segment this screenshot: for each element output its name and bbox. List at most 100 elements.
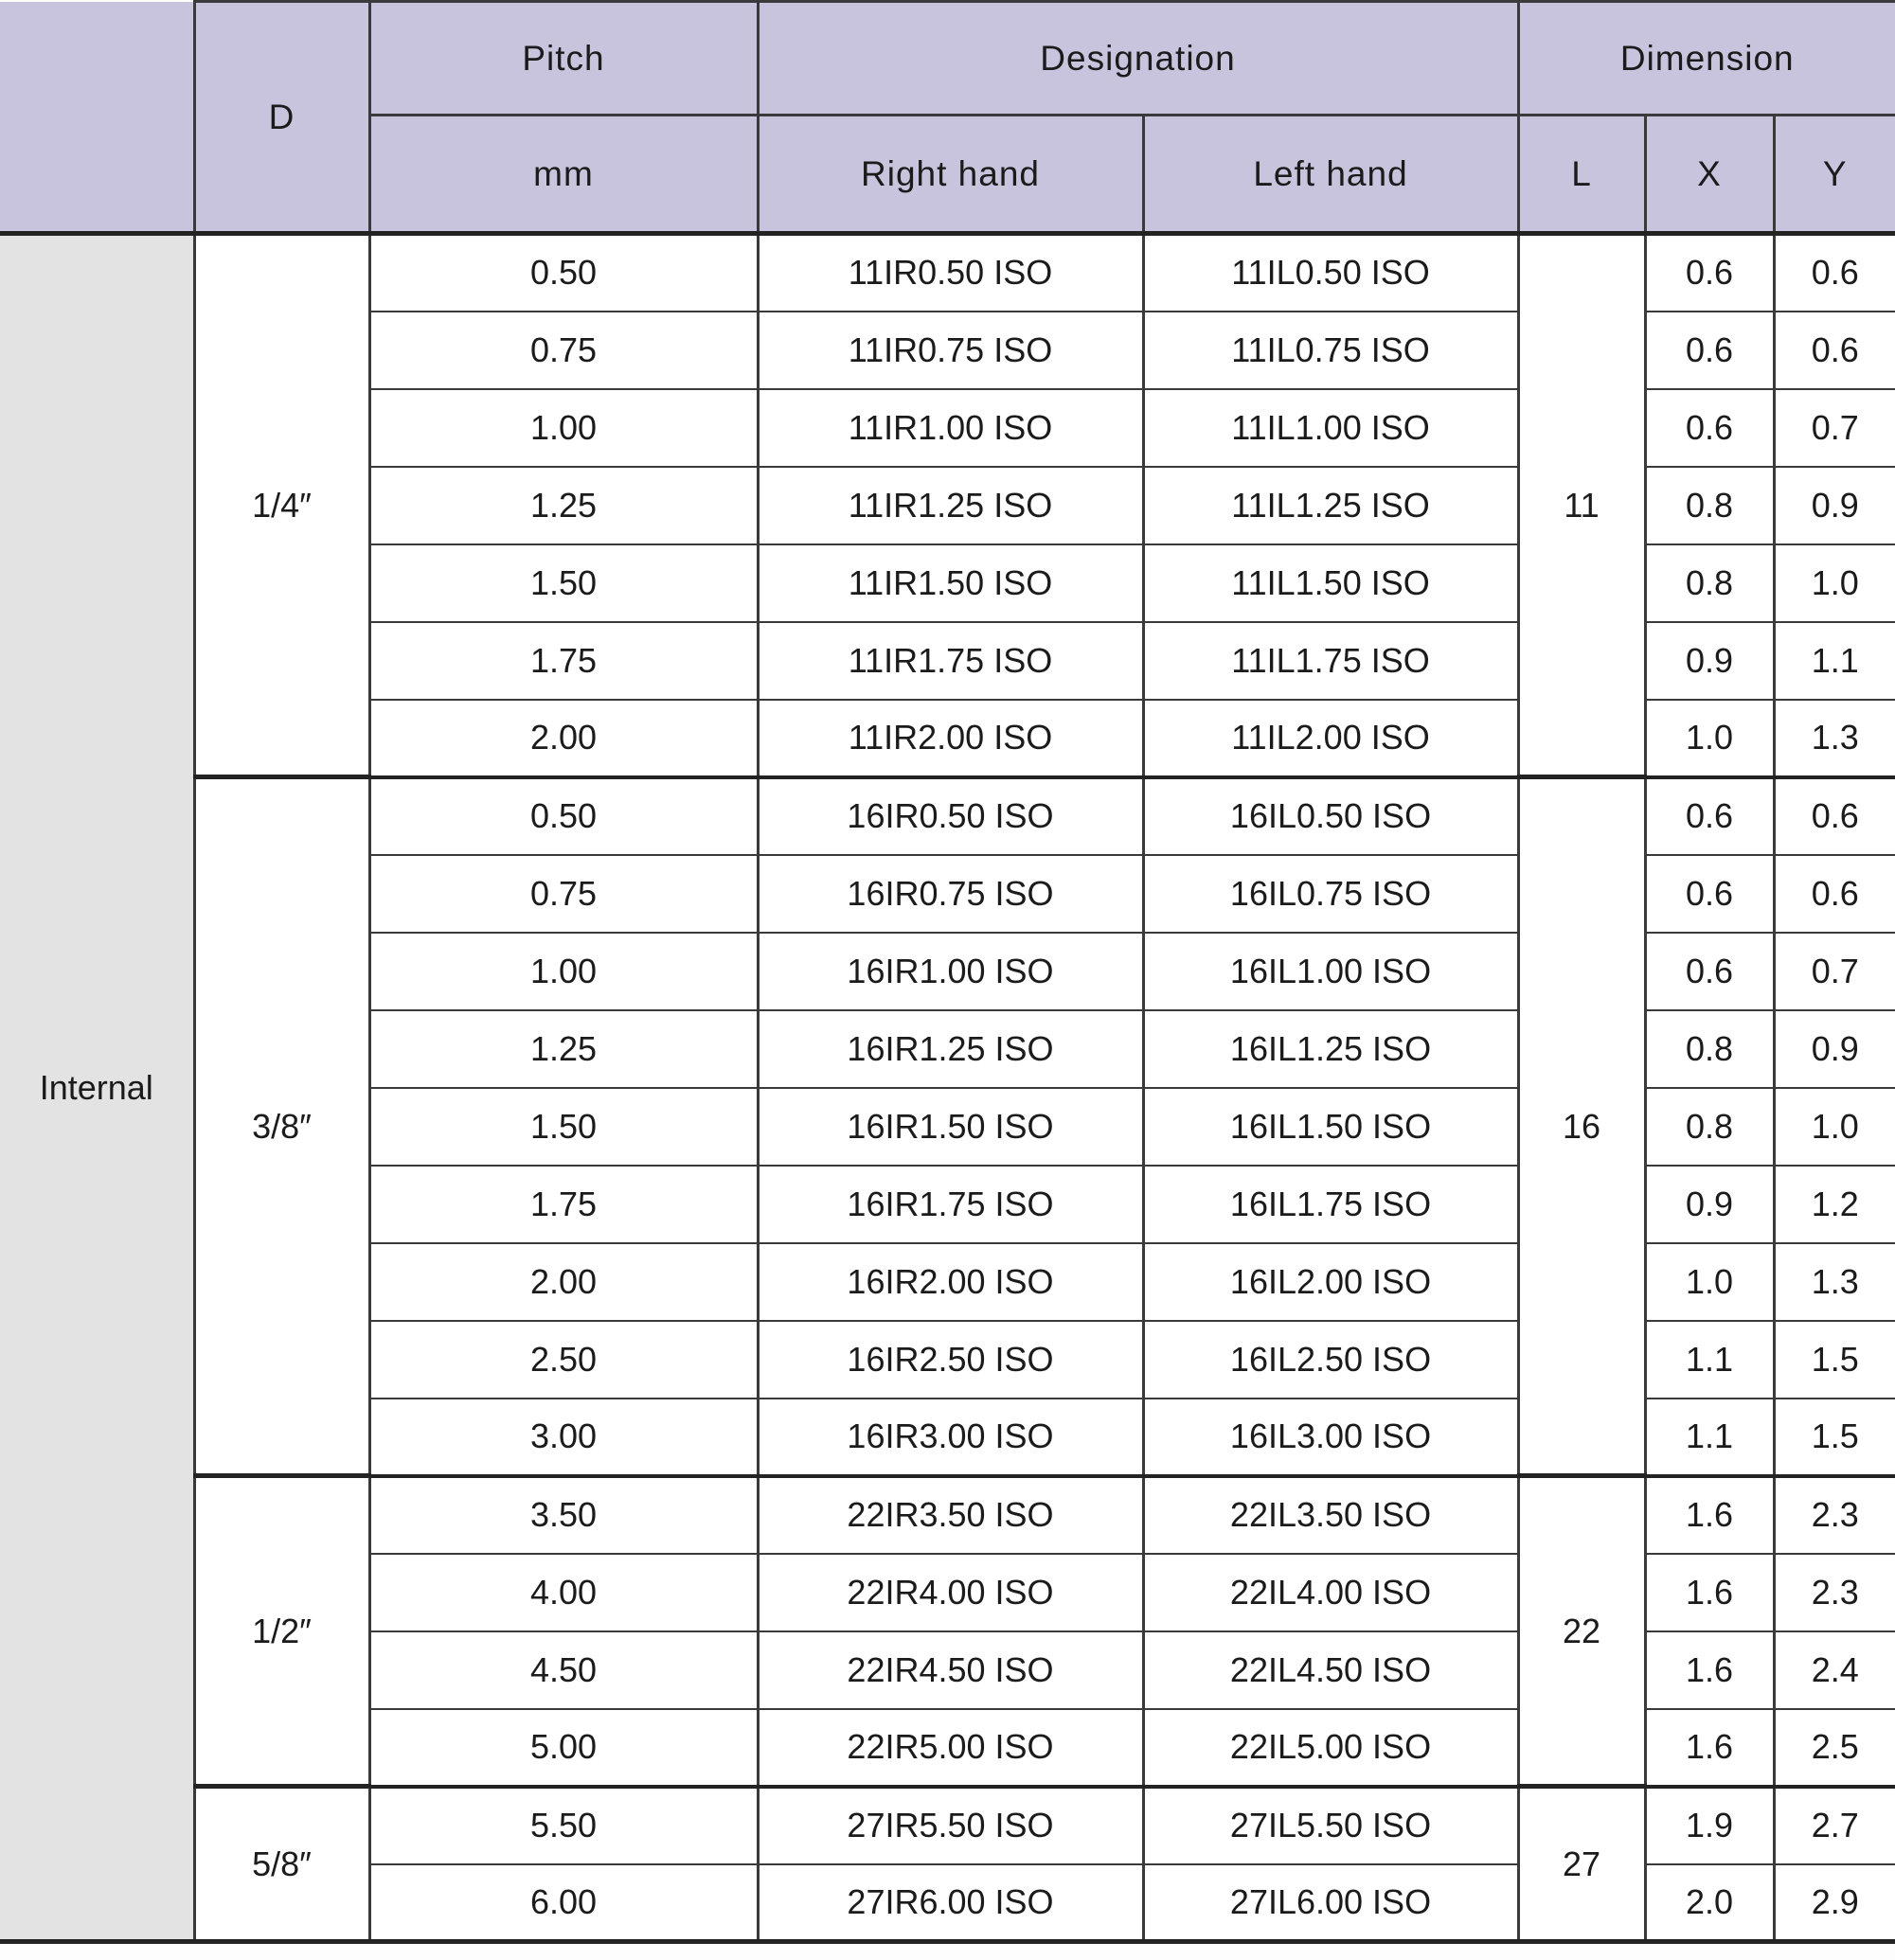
designation-column-header: Designation [758,0,1520,116]
designation-right-cell: 16IR1.25 ISO [758,1008,1145,1088]
pitch-column-header: Pitch [369,0,760,116]
dimension-x-cell: 0.8 [1645,1008,1776,1088]
d-group-cell: 1/4″ [194,231,371,779]
dimension-y-cell: 1.0 [1774,543,1895,622]
designation-right-cell: 11IR1.50 ISO [758,543,1145,622]
pitch-cell: 2.00 [369,698,760,777]
dimension-y-cell: 1.5 [1774,1319,1895,1399]
dimension-x-cell: 1.9 [1645,1784,1776,1864]
corner-header-cell [0,1,196,236]
dimension-x-cell: 0.6 [1645,931,1776,1010]
d-group-cell: 5/8″ [194,1784,371,1944]
designation-left-cell: 16IL1.00 ISO [1143,931,1520,1010]
y-header: Y [1774,115,1895,236]
dimension-y-cell: 2.7 [1774,1784,1895,1864]
designation-right-cell: 16IR1.50 ISO [758,1086,1145,1166]
pitch-unit-header: mm [369,115,760,236]
dimension-x-cell: 0.9 [1645,620,1776,700]
designation-right-cell: 22IR4.50 ISO [758,1630,1145,1709]
pitch-cell: 0.75 [369,853,760,933]
pitch-cell: 0.75 [369,310,760,389]
designation-left-cell: 16IL1.25 ISO [1143,1008,1520,1088]
designation-left-cell: 22IL4.00 ISO [1143,1552,1520,1631]
designation-left-cell: 11IL1.50 ISO [1143,543,1520,622]
internal-label-cell: Internal [0,233,196,1944]
dimension-x-cell: 1.0 [1645,698,1776,777]
designation-right-cell: 11IR2.00 ISO [758,698,1145,777]
designation-right-cell: 16IR3.00 ISO [758,1397,1145,1476]
designation-right-cell: 11IR1.25 ISO [758,465,1145,544]
dimension-y-cell: 2.3 [1774,1473,1895,1554]
dimension-x-cell: 0.6 [1645,310,1776,389]
dimension-x-cell: 1.1 [1645,1397,1776,1476]
designation-left-cell: 11IL1.00 ISO [1143,387,1520,467]
dimension-x-cell: 0.6 [1645,853,1776,933]
dimension-x-cell: 1.0 [1645,1241,1776,1321]
pitch-cell: 5.50 [369,1784,760,1864]
designation-right-cell: 16IR0.75 ISO [758,853,1145,933]
pitch-cell: 2.50 [369,1319,760,1399]
dimension-y-cell: 2.4 [1774,1630,1895,1709]
dimension-y-cell: 0.9 [1774,465,1895,544]
dimension-y-cell: 2.9 [1774,1862,1895,1944]
pitch-cell: 1.00 [369,387,760,467]
dimension-y-cell: 1.0 [1774,1086,1895,1166]
designation-right-cell: 16IR0.50 ISO [758,775,1145,855]
designation-left-cell: 27IL6.00 ISO [1143,1862,1520,1944]
dimension-x-cell: 0.6 [1645,387,1776,467]
designation-left-cell: 22IL3.50 ISO [1143,1473,1520,1554]
designation-left-cell: 16IL0.50 ISO [1143,775,1520,855]
designation-left-cell: 16IL2.50 ISO [1143,1319,1520,1399]
designation-left-cell: 27IL5.50 ISO [1143,1784,1520,1864]
designation-right-cell: 27IR6.00 ISO [758,1862,1145,1944]
designation-right-cell: 11IR1.75 ISO [758,620,1145,700]
table-header: D Pitch Designation Dimension mm Right h… [0,0,1895,236]
dimension-y-cell: 0.6 [1774,310,1895,389]
l-group-cell: 11 [1518,231,1647,779]
designation-right-cell: 16IR1.00 ISO [758,931,1145,1010]
dimension-y-cell: 1.1 [1774,620,1895,700]
designation-left-cell: 22IL4.50 ISO [1143,1630,1520,1709]
dimension-y-cell: 1.5 [1774,1397,1895,1476]
dimension-y-cell: 1.3 [1774,1241,1895,1321]
pitch-cell: 4.50 [369,1630,760,1709]
dimension-y-cell: 0.9 [1774,1008,1895,1088]
d-group-cell: 1/2″ [194,1473,371,1789]
designation-left-cell: 16IL3.00 ISO [1143,1397,1520,1476]
designation-left-cell: 11IL1.25 ISO [1143,465,1520,544]
pitch-cell: 2.00 [369,1241,760,1321]
d-column-header: D [194,0,371,236]
l-group-cell: 16 [1518,775,1647,1478]
designation-right-cell: 22IR3.50 ISO [758,1473,1145,1554]
pitch-cell: 0.50 [369,775,760,855]
dimension-y-cell: 0.7 [1774,387,1895,467]
dimension-x-cell: 0.8 [1645,465,1776,544]
dimension-x-cell: 1.6 [1645,1707,1776,1787]
l-group-cell: 22 [1518,1473,1647,1789]
dimension-x-cell: 0.9 [1645,1164,1776,1243]
l-group-cell: 27 [1518,1784,1647,1944]
designation-left-cell: 16IL0.75 ISO [1143,853,1520,933]
dimension-y-cell: 2.5 [1774,1707,1895,1787]
left-hand-header: Left hand [1143,115,1520,236]
designation-left-cell: 11IL2.00 ISO [1143,698,1520,777]
dimension-y-cell: 0.7 [1774,931,1895,1010]
designation-right-cell: 16IR2.50 ISO [758,1319,1145,1399]
designation-left-cell: 11IL0.75 ISO [1143,310,1520,389]
table-body: Internal 1/4″ 0.50 11IR0.50 ISO 11IL0.50… [0,231,1895,1944]
designation-left-cell: 11IL0.50 ISO [1143,231,1520,312]
pitch-cell: 1.00 [369,931,760,1010]
right-hand-header: Right hand [758,115,1145,236]
designation-right-cell: 22IR5.00 ISO [758,1707,1145,1787]
designation-right-cell: 11IR0.50 ISO [758,231,1145,312]
pitch-cell: 1.50 [369,543,760,622]
pitch-cell: 1.75 [369,1164,760,1243]
dimension-x-cell: 1.1 [1645,1319,1776,1399]
pitch-cell: 6.00 [369,1862,760,1944]
designation-right-cell: 16IR2.00 ISO [758,1241,1145,1321]
dimension-x-cell: 1.6 [1645,1630,1776,1709]
designation-left-cell: 22IL5.00 ISO [1143,1707,1520,1787]
pitch-cell: 3.50 [369,1473,760,1554]
dimension-column-header: Dimension [1518,0,1895,116]
